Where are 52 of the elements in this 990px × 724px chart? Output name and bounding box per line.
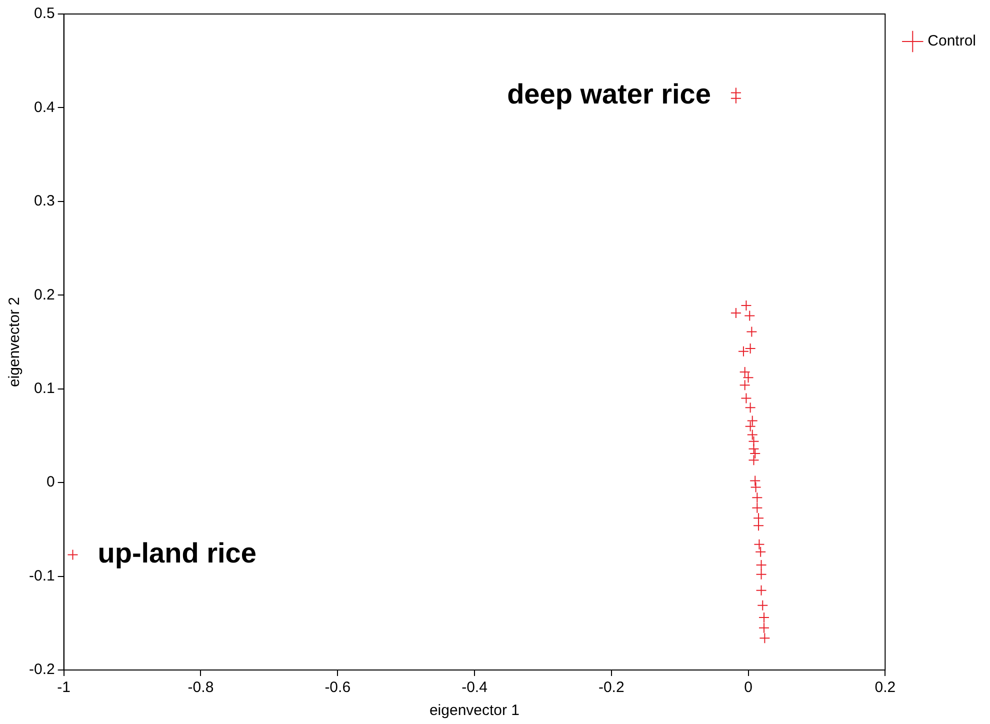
point [754, 538, 765, 550]
point [744, 310, 756, 322]
x-tick-label: 0 [744, 679, 752, 696]
point [67, 549, 78, 560]
y-tick-label: 0.5 [34, 5, 55, 22]
x-tick-label: -0.8 [188, 679, 214, 696]
point [744, 420, 756, 432]
point [756, 584, 767, 596]
x-tick-label: -0.2 [598, 679, 624, 696]
point [750, 482, 762, 493]
x-axis-title: eigenvector 1 [429, 702, 520, 720]
x-tick-label: 0.2 [874, 679, 896, 696]
point [748, 443, 760, 454]
point [746, 326, 758, 338]
point [750, 475, 761, 486]
y-tick-label: 0.1 [34, 380, 55, 397]
y-tick-label: -0.1 [28, 567, 55, 584]
x-tick-label: -1 [57, 679, 71, 696]
point [753, 520, 764, 532]
y-tick-label: 0 [46, 474, 55, 491]
point [730, 307, 742, 318]
point [744, 343, 756, 354]
point [752, 502, 763, 514]
point [750, 448, 761, 460]
point [758, 622, 770, 634]
point [757, 600, 768, 611]
annotation: deep water rice [507, 78, 711, 110]
y-tick-label: -0.2 [28, 661, 55, 678]
point [752, 492, 763, 504]
point [748, 454, 760, 466]
point [748, 436, 760, 447]
point [739, 380, 750, 391]
y-tick-label: 0.2 [34, 286, 55, 304]
point [759, 632, 770, 644]
point [738, 346, 749, 357]
point [746, 415, 758, 426]
y-tick-label: 0.4 [34, 98, 55, 116]
x-tick-label: -0.6 [324, 679, 351, 696]
point [758, 612, 770, 624]
x-tick-label: -0.4 [462, 679, 488, 696]
point [744, 402, 756, 414]
point [756, 560, 767, 571]
point [730, 92, 742, 104]
legend-label: Control [928, 32, 976, 50]
point [756, 568, 767, 580]
point [740, 392, 752, 404]
y-tick-label: 0.3 [34, 192, 55, 210]
annotation: up-land rice [98, 537, 256, 568]
point [746, 429, 758, 440]
y-axis-title: eigenvector 2 [6, 296, 24, 388]
point [740, 300, 752, 311]
point [755, 546, 766, 558]
